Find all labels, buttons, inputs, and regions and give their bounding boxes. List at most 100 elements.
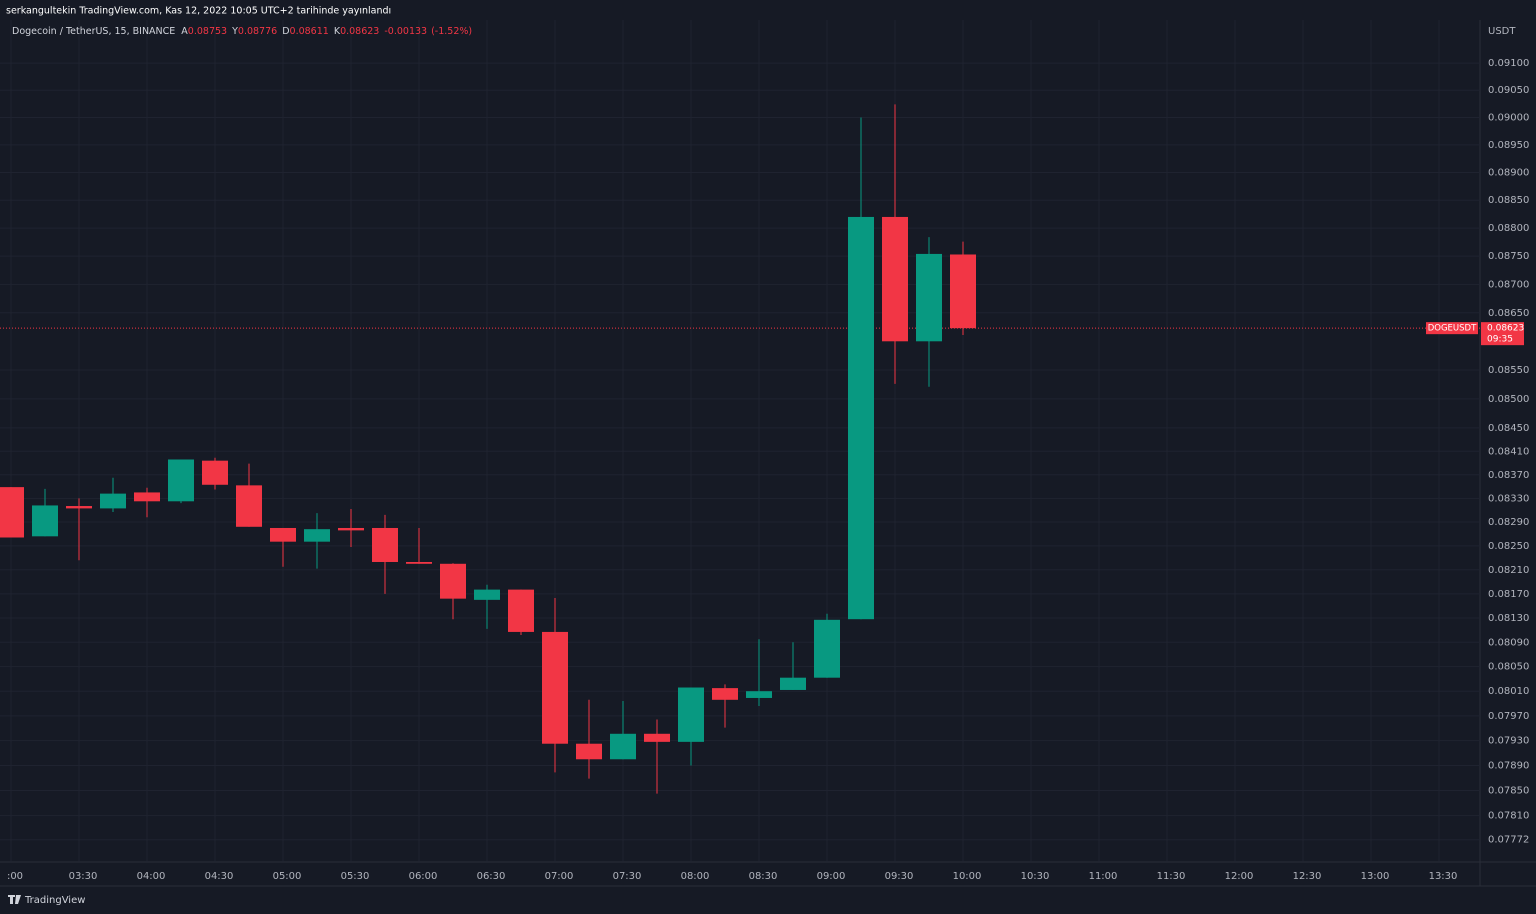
y-tick-label: 0.08750 (1488, 251, 1529, 262)
candle-body (32, 505, 58, 537)
candle-body (168, 459, 194, 502)
y-tick-label: 0.07850 (1488, 786, 1529, 797)
legend-key: Y (231, 26, 238, 37)
x-tick-label: 12:00 (1225, 871, 1254, 882)
legend-key: D (282, 26, 289, 37)
candle-body (508, 589, 534, 632)
candle-body (440, 563, 466, 599)
candle-body (780, 677, 806, 690)
y-tick-label: 0.09100 (1488, 58, 1529, 69)
legend-title: Dogecoin / TetherUS, 15, BINANCE (12, 26, 175, 37)
y-tick-label: 0.08410 (1488, 446, 1529, 457)
candle-body (746, 691, 772, 698)
y-tick-label: 0.09050 (1488, 85, 1529, 96)
y-tick-label: 0.08330 (1488, 493, 1529, 504)
candle-body (236, 485, 262, 527)
y-tick-label: 0.08550 (1488, 365, 1529, 376)
candle-body (134, 492, 160, 502)
legend-change: -0.00133 (384, 26, 427, 37)
x-tick-label: 13:00 (1361, 871, 1390, 882)
y-tick-label: 0.08290 (1488, 517, 1529, 528)
candle-body (678, 687, 704, 742)
legend-value: 0.08753 (188, 26, 227, 37)
brand-logo (8, 895, 21, 904)
y-tick-label: 0.08210 (1488, 565, 1529, 576)
y-tick-label: 0.08900 (1488, 167, 1529, 178)
x-tick-label: 04:30 (205, 871, 234, 882)
x-tick-label: 12:30 (1293, 871, 1322, 882)
x-tick-label: 07:00 (545, 871, 574, 882)
x-tick-label: 06:00 (409, 871, 438, 882)
grid (0, 20, 1480, 862)
candle-body (576, 743, 602, 760)
y-tick-label: 0.08130 (1488, 613, 1529, 624)
x-tick-label: :00 (7, 871, 23, 882)
x-tick-label: 09:00 (817, 871, 846, 882)
candle-body (542, 631, 568, 744)
price-unit: USDT (1488, 26, 1516, 37)
x-tick-label: 03:30 (69, 871, 98, 882)
y-tick-label: 0.08250 (1488, 541, 1529, 552)
legend-key: K (334, 26, 341, 37)
price-badge (1481, 322, 1524, 346)
legend-value: 0.08611 (290, 26, 329, 37)
candle-body (644, 733, 670, 742)
candle-body (916, 253, 942, 342)
candle-body (610, 733, 636, 760)
candle-body (814, 619, 840, 678)
y-tick-label: 0.08090 (1488, 637, 1529, 648)
candle-body (882, 216, 908, 342)
candle-body (304, 529, 330, 542)
y-tick-label: 0.08500 (1488, 394, 1529, 405)
y-tick-label: 0.08950 (1488, 140, 1529, 151)
candle-body (372, 527, 398, 562)
candle-body (406, 561, 432, 564)
y-tick-label: 0.08170 (1488, 589, 1529, 600)
x-tick-label: 09:30 (885, 871, 914, 882)
candle-body (100, 493, 126, 509)
y-tick-label: 0.07970 (1488, 711, 1529, 722)
y-tick-label: 0.08850 (1488, 195, 1529, 206)
x-tick-label: 08:00 (681, 871, 710, 882)
x-tick-label: 07:30 (613, 871, 642, 882)
x-tick-label: 04:00 (137, 871, 166, 882)
published-note: serkangultekin TradingView.com, Kas 12, … (6, 6, 391, 17)
legend-value: 0.08623 (340, 26, 379, 37)
y-tick-label: 0.08700 (1488, 279, 1529, 290)
candle-body (202, 460, 228, 485)
legend-value: 0.08776 (238, 26, 277, 37)
x-tick-label: 11:30 (1157, 871, 1186, 882)
y-tick-label: 0.08650 (1488, 308, 1529, 319)
candle-body (712, 688, 738, 700)
y-tick-label: 0.09000 (1488, 112, 1529, 123)
x-tick-label: 11:00 (1089, 871, 1118, 882)
symbol-badge (1426, 322, 1478, 335)
y-tick-label: 0.08370 (1488, 470, 1529, 481)
legend: Dogecoin / TetherUS, 15, BINANCE A0.08753… (12, 26, 472, 37)
candle-body (0, 487, 24, 538)
countdown-label: 09:35 (1487, 335, 1513, 345)
y-tick-label: 0.07772 (1488, 835, 1529, 846)
x-tick-label: 08:30 (749, 871, 778, 882)
y-tick-label: 0.07810 (1488, 811, 1529, 822)
y-tick-label: 0.08050 (1488, 662, 1529, 673)
x-tick-label: 10:00 (953, 871, 982, 882)
y-tick-label: 0.08450 (1488, 423, 1529, 434)
brand: TradingView (24, 895, 85, 906)
y-tick-label: 0.07930 (1488, 736, 1529, 747)
candle-body (338, 527, 364, 531)
x-tick-label: 13:30 (1429, 871, 1458, 882)
candle-body (66, 506, 92, 509)
x-tick-label: 06:30 (477, 871, 506, 882)
symbol-label: DOGEUSDT (1428, 324, 1477, 334)
candle-body (848, 216, 874, 620)
x-tick-label: 05:00 (273, 871, 302, 882)
last-price-label: 0.08623 (1487, 324, 1524, 334)
x-tick-label: 05:30 (341, 871, 370, 882)
y-tick-label: 0.07890 (1488, 761, 1529, 772)
x-tick-label: 10:30 (1021, 871, 1050, 882)
y-tick-label: 0.08010 (1488, 686, 1529, 697)
legend-key: A (181, 26, 188, 37)
